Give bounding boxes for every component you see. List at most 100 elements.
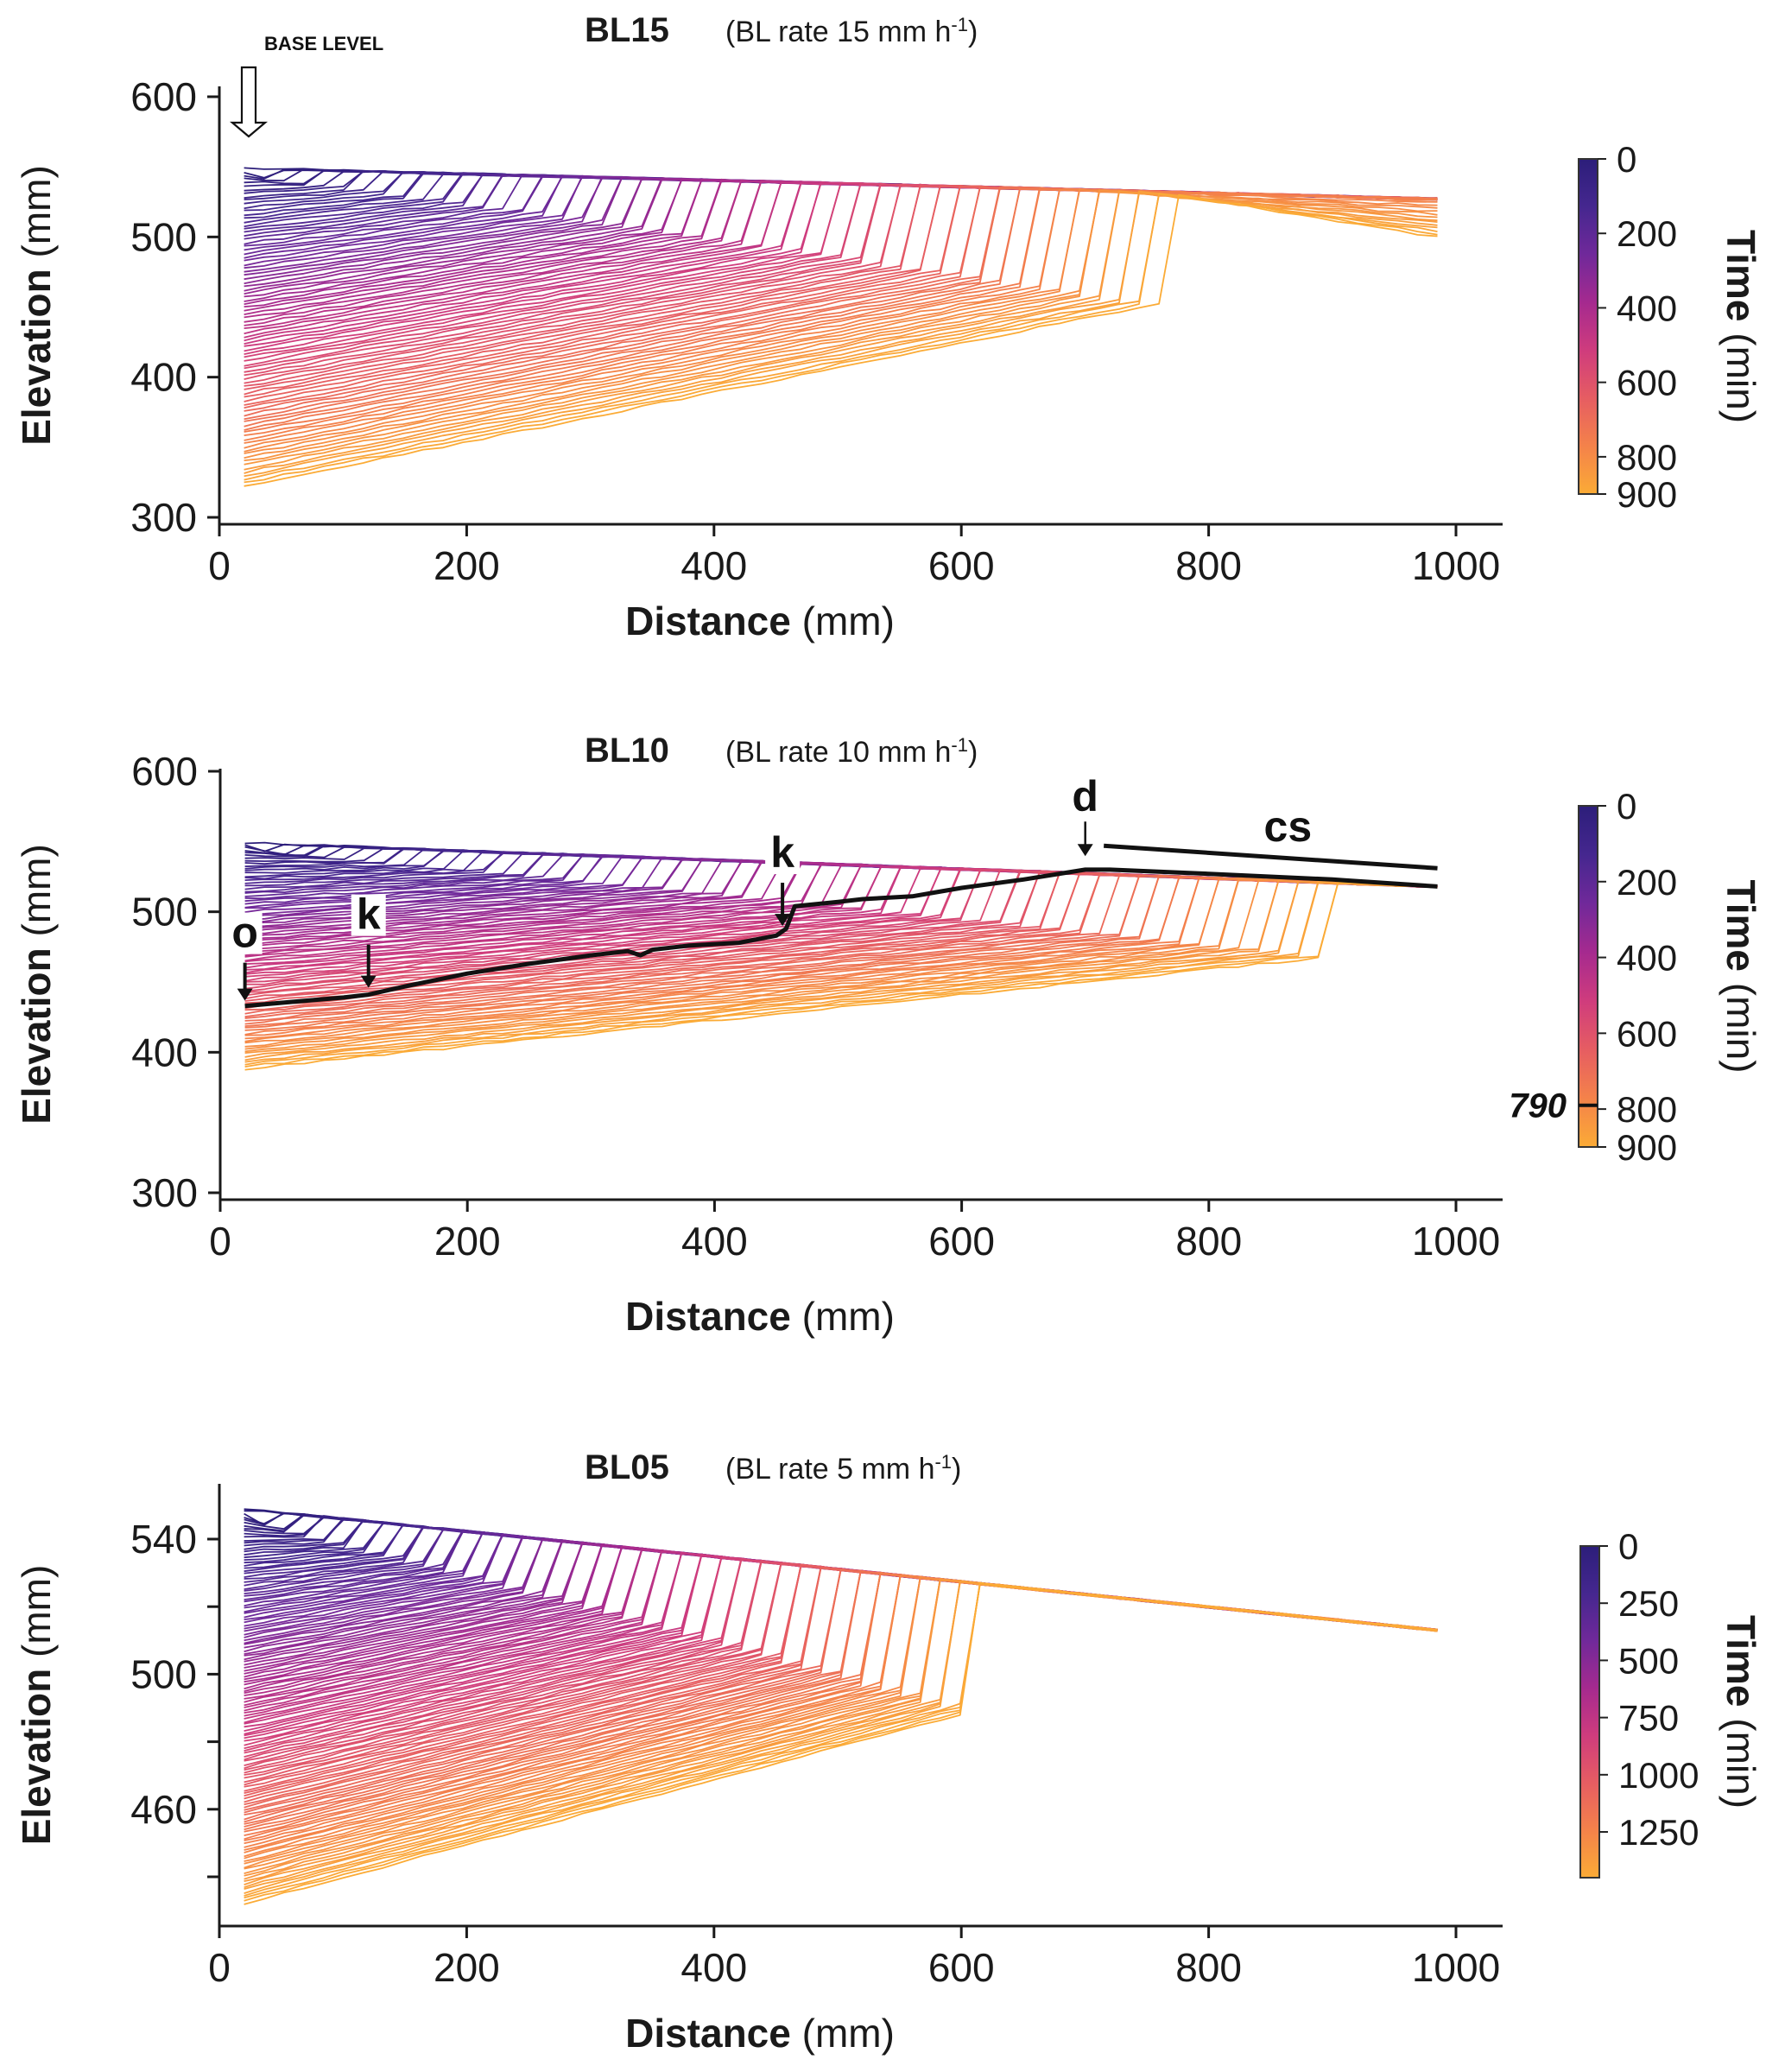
annotation-arrowhead-icon [237,988,253,1001]
axes: 0 200 400 600 800 1000 300 400 500 600 Distance (m… [14,749,1503,1339]
x-tick-label: 0 [209,1219,231,1264]
panel-subtitle: (BL rate 15 mm h-1) [725,14,978,48]
profile-line [244,1581,1438,1902]
annotation-label-bg [765,833,801,875]
y-axis-label: Elevation (mm) [14,844,59,1125]
x-axis-label: Distance (mm) [625,1294,895,1339]
colorbar-tick-label: 0 [1617,139,1636,180]
profile-line [244,188,1438,441]
profile-line [244,881,1438,1068]
profile-line [244,881,1438,1071]
base-level-arrow-icon [229,66,269,138]
profile-line [244,190,1438,466]
colorbar-label: Time (min) [1719,879,1763,1073]
profile-line [244,881,1438,1058]
profile-line [244,880,1438,1063]
colorbar-tick-label: 500 [1618,1640,1679,1681]
profile-line [244,190,1438,459]
x-tick-label: 1000 [1412,1219,1500,1264]
profile-line [244,878,1438,1044]
colorbar-tick-label: 1000 [1618,1755,1699,1796]
y-tick-label: 400 [130,355,197,400]
profile-line [244,879,1438,1054]
colorbar-tick-label: 800 [1617,1089,1677,1130]
y-tick-label: 500 [130,1651,197,1696]
x-tick-label: 400 [680,1945,747,1990]
profile-line [244,1536,1438,1632]
x-tick-label: 0 [208,1945,231,1990]
colorbar-highlight-label: 790 [1509,1087,1567,1125]
annotation-o: o [231,909,258,957]
x-tick-label: 800 [1175,1945,1242,1990]
panel-title: BL10 [585,732,669,770]
colorbar: 0 250 500 750 1000 1250 Time (min) [1579,1526,1763,1879]
annotation-arrowhead-icon [775,914,791,927]
annotation-label-bg [351,894,386,936]
panel-bl10: BL10 (BL rate 10 mm h-1) o k k d cs 0 200 400 6… [14,732,1763,1339]
axes: 0 200 400 600 800 1000 300 400 500 600 Distance (m… [14,74,1503,643]
cs-reference-line [1103,843,1438,871]
panel-title: BL05 [585,1448,669,1486]
y-axis-label: Elevation (mm) [14,1565,59,1846]
profile-line [244,191,1438,471]
x-tick-label: 600 [928,1219,995,1264]
colorbar-tick-label: 250 [1618,1583,1679,1624]
panel-subtitle: (BL rate 5 mm h-1) [725,1451,961,1486]
profile-line [244,1583,1438,1897]
panel-subtitle: (BL rate 10 mm h-1) [725,734,978,769]
profile-line [244,878,1438,1050]
colorbar-tick-label: 800 [1617,437,1677,478]
profile-line [244,1530,1438,1632]
colorbar-gradient [1578,805,1598,1148]
colorbar-tick-label: 0 [1617,786,1636,827]
x-tick-label: 1000 [1412,1945,1500,1990]
x-tick-label: 600 [928,543,995,588]
profile-line [244,1517,1438,1632]
colorbar-label: Time (min) [1719,1615,1763,1809]
x-tick-label: 0 [208,543,231,588]
colorbar-tick-label: 200 [1617,213,1677,254]
x-axis-label: Distance (mm) [625,599,895,643]
annotation-label-bg [227,912,263,954]
profile-line [244,879,1438,1053]
annotation-k: k [770,828,794,877]
x-tick-label: 400 [681,1219,748,1264]
y-tick-label: 460 [130,1787,197,1832]
colorbar-gradient [1579,1545,1600,1879]
annotation-k: k [357,890,381,939]
colorbar-tick-label: 1250 [1618,1812,1699,1853]
colorbar-tick-label: 900 [1617,474,1677,515]
panel-bl15: BL15 (BL rate 15 mm h-1) 0 200 400 600 800 10… [14,11,1763,643]
x-tick-label: 800 [1175,1219,1242,1264]
profile-line [244,189,1438,449]
panel-title: BL15 [585,11,669,49]
colorbar-tick-label: 600 [1617,363,1677,403]
plot-area [244,841,1438,1071]
base-level-label: BASE LEVEL [264,33,383,54]
plot-area [244,1508,1438,1905]
x-tick-label: 200 [434,1219,501,1264]
y-tick-label: 600 [131,749,198,794]
y-tick-label: 400 [131,1030,198,1074]
colorbar-gradient [1578,158,1598,495]
profile-line [244,878,1438,1048]
y-tick-label: 600 [130,74,197,119]
y-tick-label: 500 [131,890,198,935]
plot-area [244,167,1438,487]
axes: 0 200 400 600 800 1000 460 500 540 Distance (mm) E… [14,1484,1503,2056]
annotation-cs: cs [1264,802,1313,851]
profile-line [244,193,1438,487]
colorbar-tick-label: 200 [1617,862,1677,903]
colorbar-tick-label: 0 [1618,1526,1638,1567]
panel-bl05: BL05 (BL rate 5 mm h-1) 0 200 400 600 800 100… [14,1448,1763,2056]
profile-line [244,176,1438,276]
annotation-d: d [1072,772,1098,821]
x-tick-label: 400 [680,543,747,588]
profile-line [244,193,1438,481]
profile-line [244,188,1438,444]
y-axis-label: Elevation (mm) [14,165,59,446]
x-tick-label: 200 [434,1945,500,1990]
